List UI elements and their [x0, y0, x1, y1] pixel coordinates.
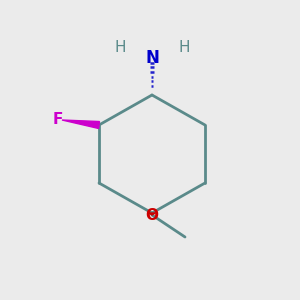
Polygon shape — [148, 213, 155, 215]
Polygon shape — [62, 120, 100, 128]
Text: H: H — [114, 40, 126, 56]
Text: F: F — [53, 112, 63, 128]
Text: N: N — [145, 49, 159, 67]
Text: O: O — [146, 208, 158, 223]
Text: H: H — [178, 40, 190, 56]
